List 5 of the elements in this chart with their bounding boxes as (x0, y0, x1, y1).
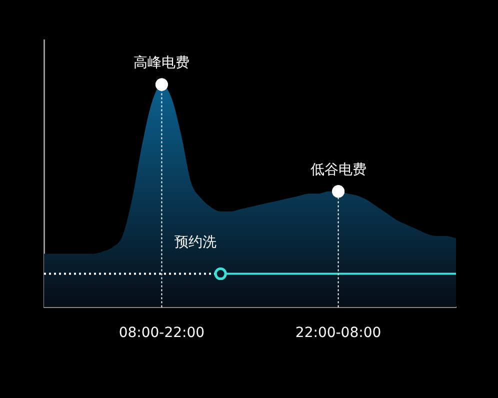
x-tick-label: 22:00-08:00 (295, 325, 382, 342)
annotation: 高峰电费 (134, 55, 190, 72)
annotation: 低谷电费 (310, 162, 366, 178)
x-tick-label: 08:00-22:00 (118, 325, 205, 342)
annotation: 预约洗 (174, 234, 217, 250)
